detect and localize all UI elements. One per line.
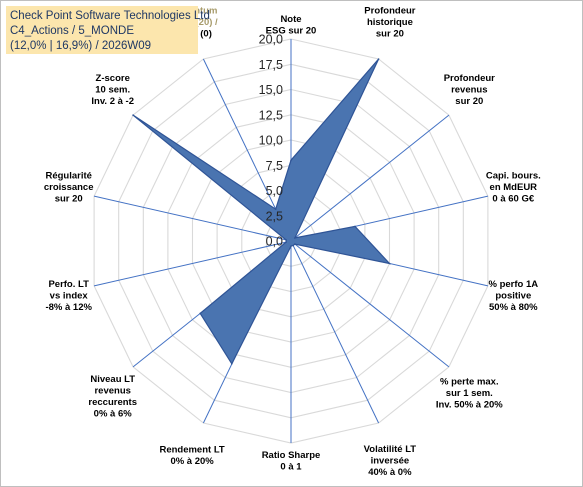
- tick-label: 7,5: [266, 159, 283, 173]
- data-point-2: [294, 237, 296, 239]
- tick-label: 10,0: [259, 134, 283, 148]
- tick-label: 5,0: [266, 184, 283, 198]
- axis-label-line: sur 20: [455, 96, 483, 107]
- axis-label-line: inversée: [371, 455, 410, 466]
- axis-label-line: 0 à 60 G€: [492, 194, 534, 205]
- axis-label-line: % perfo 1A: [488, 279, 538, 290]
- axis-label-line: Régularité: [45, 171, 91, 182]
- axis-label-5: % perte max.sur 1 sem.Inv. 50% à 20%: [436, 376, 503, 410]
- data-point-9: [199, 312, 201, 315]
- axis-spoke-2: [290, 114, 450, 242]
- tick-label: 12,5: [259, 108, 283, 122]
- axis-label-line: Z-score: [96, 73, 130, 84]
- tick-label: 20,0: [259, 33, 283, 47]
- score-period: (12,0% | 16,9%) / 2026W09: [10, 40, 152, 52]
- data-point-1: [377, 58, 380, 60]
- data-point-10: [285, 241, 287, 243]
- axis-label-line: Volatilité LT: [364, 444, 417, 455]
- axis-label-line: Note: [280, 14, 301, 25]
- tick-label: 17,5: [259, 58, 283, 72]
- axis-spoke-6: [290, 240, 380, 424]
- axis-label-line: vs index: [50, 290, 89, 301]
- data-point-5: [294, 243, 296, 245]
- axis-label-line: en MdEUR: [490, 182, 538, 193]
- axis-label-line: Ratio Sharpe: [262, 450, 321, 461]
- data-point-4: [388, 262, 391, 265]
- company-name: Check Point Software Technologies Ltd: [10, 10, 210, 22]
- axis-label-line: sur 20: [376, 29, 404, 40]
- axis-label-line: 50% à 80%: [489, 302, 538, 313]
- axis-label-line: Capi. bours.: [486, 171, 541, 182]
- axis-label-line: Perfo. LT: [48, 279, 89, 290]
- axis-spoke-11: [93, 195, 292, 242]
- axis-label-line: Niveau LT: [90, 374, 135, 385]
- axis-label-line: historique: [367, 17, 413, 28]
- radial-tick-labels: 0,0 2,5 5,0 7,5 10,0 12,5 15,0 17,5 20,0: [259, 33, 283, 249]
- axis-label-line: Rendement LT: [159, 445, 224, 456]
- axis-label-line: -8% à 12%: [45, 302, 92, 313]
- axis-label-line: croissance: [44, 182, 94, 193]
- axis-label-line: revenus: [94, 386, 130, 397]
- data-point-12: [132, 114, 134, 116]
- data-point-0: [290, 159, 292, 161]
- axis-label-line: Inv. 50% à 20%: [436, 399, 503, 410]
- data-point-3: [354, 225, 356, 228]
- data-point-7: [290, 245, 292, 247]
- chart-title-box: Check Point Software Technologies Ltd C4…: [6, 6, 210, 54]
- portfolio-category: C4_Actions / 5_MONDE: [10, 25, 134, 37]
- data-point-11: [285, 239, 287, 241]
- axis-label-line: sur 1 sem.: [446, 388, 493, 399]
- axis-label-line: 0% à 20%: [170, 456, 214, 467]
- tick-label: 15,0: [259, 83, 283, 97]
- tick-label: 0,0: [266, 235, 283, 249]
- axis-label-line: 10 sem.: [95, 85, 130, 96]
- axis-label-line: positive: [495, 290, 531, 301]
- axis-label-line: % perte max.: [440, 376, 499, 387]
- radar-data: [132, 58, 392, 366]
- data-point-13: [274, 208, 277, 210]
- tick-label: 2,5: [266, 209, 283, 223]
- data-point-8: [231, 363, 233, 365]
- axis-label-line: Inv. 2 à -2: [91, 96, 134, 107]
- axis-label-line: ESG sur 20: [266, 26, 317, 37]
- axis-label-line: revenus: [451, 85, 487, 96]
- axis-spoke-10: [93, 240, 292, 287]
- axis-label-line: Profondeur: [444, 73, 495, 84]
- axis-label-line: sur 20: [55, 194, 83, 205]
- data-series-area: [132, 58, 392, 366]
- axis-label-line: 0 à 1: [280, 462, 302, 473]
- data-point-6: [292, 244, 295, 247]
- axis-label-line: reccurents: [88, 397, 137, 408]
- axis-label-line: Profondeur: [364, 6, 415, 17]
- axis-spoke-5: [290, 240, 450, 368]
- axis-label-8: Rendement LT0% à 20%: [159, 445, 224, 468]
- axis-label-line: 40% à 0%: [368, 467, 412, 478]
- axis-label-line: 0% à 6%: [94, 409, 133, 420]
